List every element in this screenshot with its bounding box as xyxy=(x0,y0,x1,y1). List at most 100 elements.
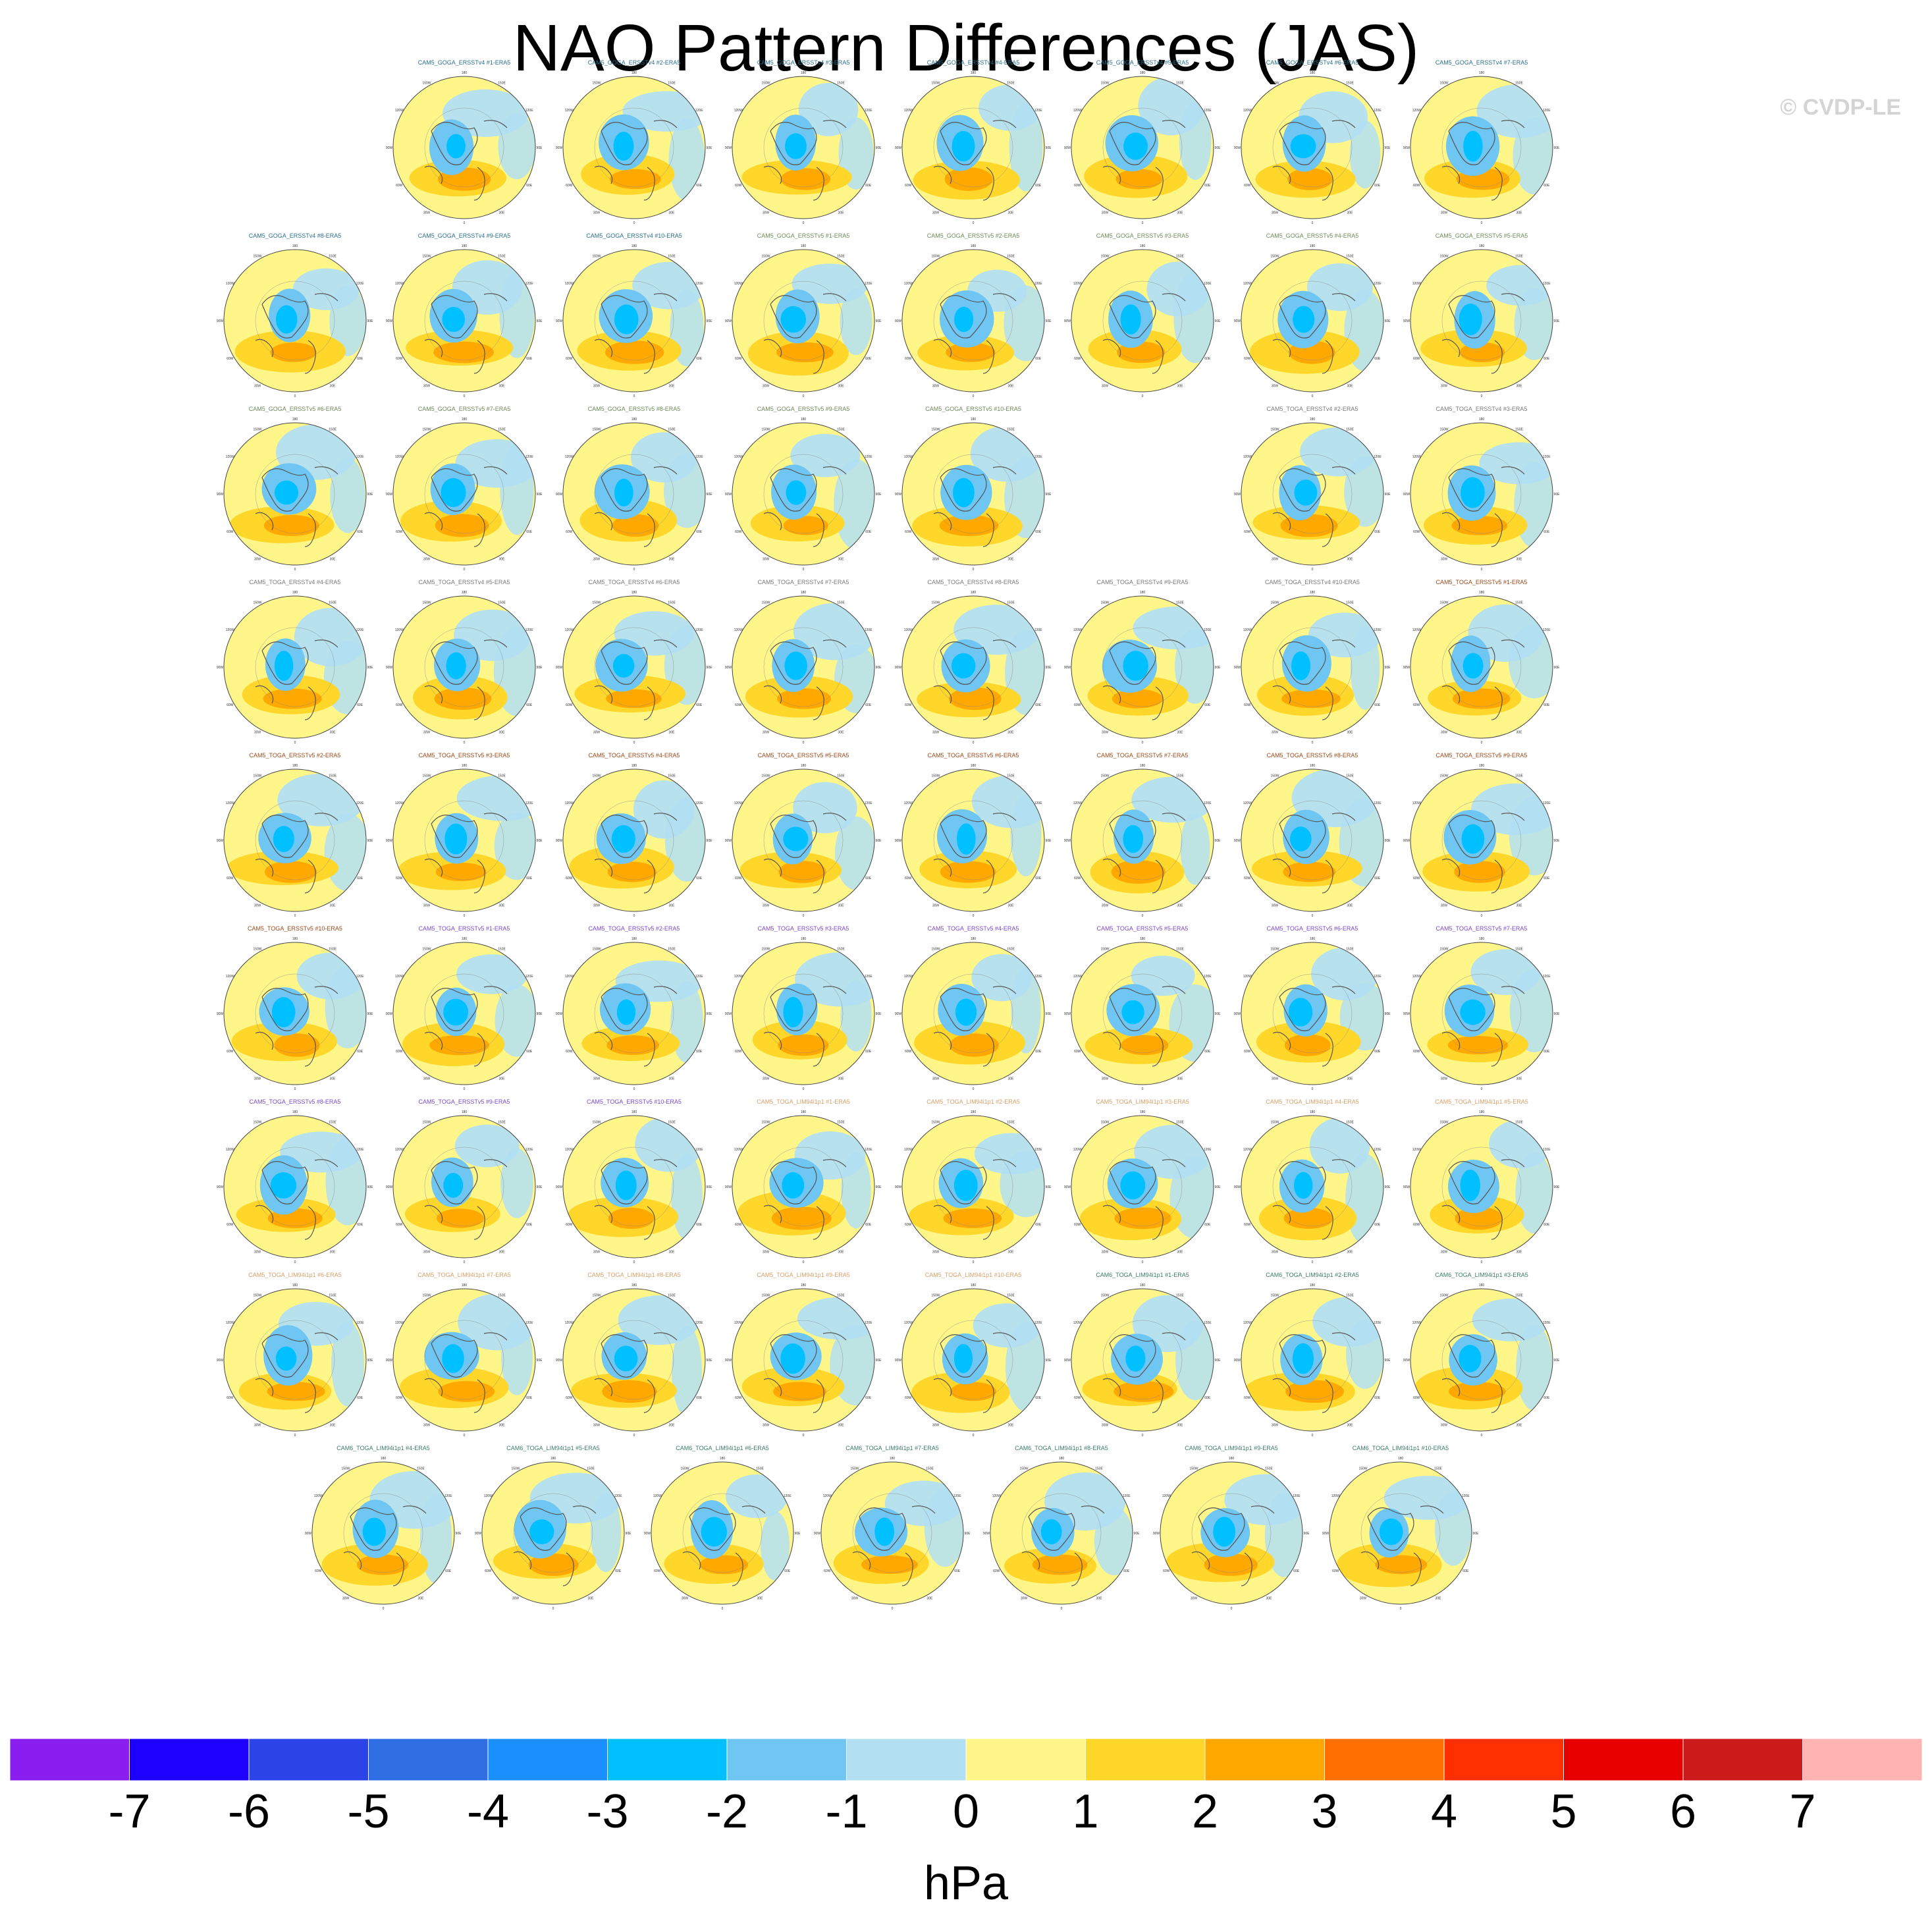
latitude-circle xyxy=(594,454,674,534)
longitude-label: 150E xyxy=(498,774,506,778)
latitude-circle xyxy=(1191,1493,1272,1573)
longitude-label: 150W xyxy=(592,601,601,605)
longitude-label: 30E xyxy=(1177,211,1184,215)
longitude-label: 60W xyxy=(1244,703,1251,707)
latitude-circle xyxy=(255,281,335,361)
longitude-label: 180 xyxy=(1310,764,1316,768)
polar-map: 180 150E 120E 90E 60E 30E 0 30W 60W 90W 120W 150W xyxy=(725,1110,882,1264)
latitude-circle xyxy=(594,1320,674,1400)
coastline xyxy=(763,1159,847,1240)
longitude-label: 150W xyxy=(422,427,431,431)
negative-anomaly-asia xyxy=(494,812,535,880)
longitude-label: 30W xyxy=(1272,211,1279,215)
longitude-label: 90W xyxy=(725,1012,732,1016)
longitude-label: 120W xyxy=(904,1321,913,1325)
panel-title: CAM5_GOGA_ERSSTv4 #3-ERA5 xyxy=(757,59,850,66)
polar-map: 180 150E 120E 90E 60E 30E 0 30W 60W 90W 120W 150W xyxy=(1403,1110,1560,1264)
latitude-circle xyxy=(594,107,674,188)
longitude-label: 90W xyxy=(556,666,563,670)
colorbar-tick-label: -2 xyxy=(706,1785,748,1838)
longitude-label: 30W xyxy=(254,731,261,735)
longitude-label: 90E xyxy=(626,1532,632,1536)
longitude-label: 90E xyxy=(707,1185,713,1189)
panel-title: CAM6_TOGA_LIM94i1p1 #2-ERA5 xyxy=(1266,1272,1359,1278)
negative-anomaly-asia xyxy=(1180,812,1210,885)
positive-anomaly-core xyxy=(263,688,322,709)
map-panel: CAM5_TOGA_ERSSTv5 #3-ERA5 180 150E 120E 90E 6… xyxy=(724,925,882,1093)
longitude-label: 60E xyxy=(1035,357,1042,361)
negative-anomaly-center xyxy=(955,998,977,1026)
longitude-label: 120W xyxy=(226,1148,234,1152)
longitude-label: 180 xyxy=(890,1457,896,1461)
longitude-label: 30W xyxy=(932,1077,940,1081)
negative-anomaly-asia xyxy=(1509,969,1553,1052)
longitude-label: 120W xyxy=(1412,975,1421,979)
longitude-label: 0 xyxy=(633,394,635,398)
longitude-label: 150E xyxy=(1176,1120,1184,1124)
longitude-label: 90E xyxy=(367,1185,374,1189)
negative-anomaly-center xyxy=(446,652,466,680)
longitude-label: 180 xyxy=(1479,71,1485,75)
longitude-label: 120E xyxy=(1034,801,1042,805)
colorbar-swatch xyxy=(9,1739,130,1781)
polar-map: 180 150E 120E 90E 60E 30E 0 30W 60W 90W 120W 150W xyxy=(1322,1457,1479,1611)
longitude-label: 150E xyxy=(668,1293,676,1297)
longitude-label: 120W xyxy=(1243,975,1252,979)
map-panel: CAM5_TOGA_LIM94i1p1 #8-ERA5 180 150E 120E 90… xyxy=(555,1272,713,1440)
longitude-label: 150W xyxy=(422,774,431,778)
longitude-label: 150W xyxy=(1270,601,1279,605)
map-panel: CAM5_TOGA_ERSSTv4 #4-ERA5 180 150E 120E 90E 6… xyxy=(216,579,374,747)
map-panel: CAM6_TOGA_LIM94i1p1 #9-ERA5 180 150E 120E 90… xyxy=(1152,1445,1310,1613)
longitude-label: 90E xyxy=(1385,1359,1391,1363)
longitude-label: 120W xyxy=(904,975,913,979)
coastline xyxy=(933,1159,1017,1240)
longitude-label: 120E xyxy=(1204,109,1212,113)
map-panel: CAM5_GOGA_ERSSTv4 #6-ERA5 180 150E 120E 90E 6… xyxy=(1233,59,1391,227)
negative-anomaly-asia xyxy=(1010,794,1042,877)
longitude-label: 150W xyxy=(1100,254,1109,258)
positive-anomaly-core xyxy=(433,341,495,364)
longitude-label: 150E xyxy=(1176,254,1184,258)
coastline xyxy=(933,813,1017,894)
longitude-label: 90W xyxy=(386,839,393,843)
longitude-label: 150E xyxy=(329,947,336,951)
longitude-label: 150W xyxy=(1439,427,1448,431)
longitude-label: 0 xyxy=(1142,1260,1144,1264)
positive-anomaly-core xyxy=(1032,1554,1088,1575)
negative-anomaly-center xyxy=(786,480,807,505)
longitude-label: 150W xyxy=(761,254,770,258)
longitude-label: 0 xyxy=(1481,1260,1483,1264)
negative-anomaly-center xyxy=(1121,1000,1144,1025)
longitude-label: 90E xyxy=(367,493,374,497)
longitude-label: 60W xyxy=(396,1396,403,1400)
longitude-label: 30W xyxy=(763,1077,770,1081)
negative-anomaly-center xyxy=(443,1173,464,1198)
positive-anomaly-core xyxy=(1111,860,1166,884)
latitude-circle xyxy=(763,800,844,880)
longitude-label: 120E xyxy=(1204,282,1212,286)
map-panel: CAM6_TOGA_LIM94i1p1 #3-ERA5 180 150E 120E 90… xyxy=(1403,1272,1561,1440)
negative-anomaly-asia xyxy=(664,797,705,882)
latitude-circle xyxy=(594,800,674,880)
longitude-label: 90E xyxy=(707,1012,713,1016)
map-panel: CAM5_GOGA_ERSSTv5 #9-ERA5 180 150E 120E 90E 6… xyxy=(724,406,882,574)
longitude-label: 0 xyxy=(803,914,805,918)
negative-anomaly-center xyxy=(1123,651,1148,681)
longitude-label: 180 xyxy=(462,1284,468,1287)
panel-title: CAM5_TOGA_LIM94i1p1 #1-ERA5 xyxy=(757,1098,850,1105)
longitude-label: 120W xyxy=(1243,109,1252,113)
map-outline xyxy=(901,422,1045,566)
negative-anomaly-center xyxy=(1290,134,1316,159)
longitude-label: 90W xyxy=(1403,839,1410,843)
longitude-label: 90E xyxy=(456,1532,462,1536)
longitude-label: 0 xyxy=(1142,394,1144,398)
map-panel: CAM5_GOGA_ERSSTv4 #3-ERA5 180 150E 120E 90E 6… xyxy=(724,59,882,227)
longitude-label: 30E xyxy=(330,1424,336,1428)
longitude-label: 60W xyxy=(1244,184,1251,188)
longitude-label: 30W xyxy=(423,1077,431,1081)
longitude-label: 180 xyxy=(801,764,807,768)
latitude-circle xyxy=(594,281,674,361)
longitude-label: 150E xyxy=(668,601,676,605)
map-panel: CAM5_TOGA_LIM94i1p1 #1-ERA5 180 150E 120E 90… xyxy=(724,1098,882,1266)
longitude-label: 60E xyxy=(1374,184,1381,188)
